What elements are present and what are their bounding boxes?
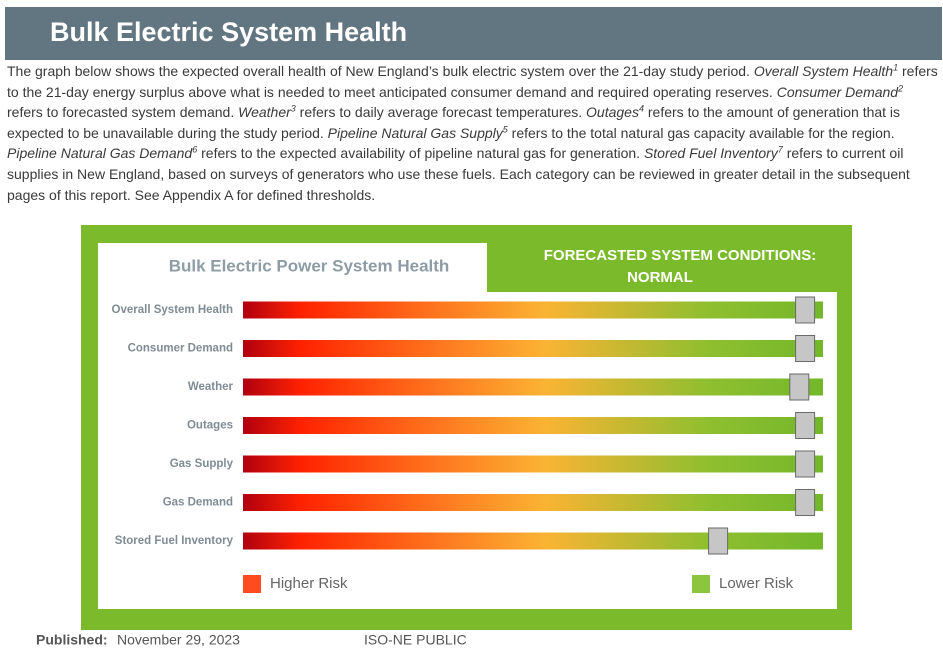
published-date: November 29, 2023: [117, 632, 240, 648]
header-title: Bulk Electric System Health: [50, 17, 407, 47]
intro-paragraph: The graph below shows the expected overa…: [7, 61, 939, 205]
risk-track: [243, 455, 823, 473]
row-label: Outages: [187, 420, 233, 432]
term: Pipeline Natural Gas Demand: [7, 145, 193, 162]
risk-track: [243, 532, 823, 550]
text-run: refers to forecasted system demand.: [7, 104, 239, 121]
text-run: refers to the expected availability of p…: [197, 145, 644, 162]
footnote-ref: 2: [898, 82, 904, 93]
term: Pipeline Natural Gas Supply: [327, 124, 503, 141]
marker: [795, 450, 816, 478]
risk-track: [243, 494, 823, 511]
marker: [795, 296, 816, 324]
row-label: Weather: [188, 381, 234, 393]
chart-title: Bulk Electric Power System Health: [169, 256, 450, 275]
footnote-ref: 4: [638, 103, 644, 114]
chart-panel: [98, 292, 837, 609]
text-run: refers to the 21-day energy surplus abov…: [7, 63, 938, 100]
footnote-ref: 5: [502, 124, 508, 135]
risk-track: [243, 301, 823, 319]
published-label: Published:: [36, 632, 108, 648]
header-bar: [5, 7, 942, 60]
marker: [789, 373, 810, 401]
row-label: Stored Fuel Inventory: [115, 535, 234, 547]
legend-swatch: [692, 575, 710, 593]
marker: [795, 412, 816, 439]
risk-track: [243, 417, 823, 434]
row-label: Gas Demand: [163, 497, 233, 509]
text-run: refers to current oil supplies in New En…: [7, 145, 910, 203]
classification: ISO-NE PUBLIC: [364, 632, 467, 648]
text-run: The graph below shows the expected overa…: [7, 63, 754, 79]
footnote-ref: 1: [893, 62, 899, 73]
marker: [708, 527, 729, 555]
footnote-ref: 6: [192, 144, 198, 155]
marker: [795, 489, 816, 516]
term: Stored Fuel Inventory: [643, 145, 778, 162]
text-run: refers to daily average forecast tempera…: [295, 104, 587, 121]
marker: [795, 335, 816, 362]
legend-label: Higher Risk: [270, 575, 348, 592]
legend-swatch: [243, 575, 261, 593]
footnote-ref: 7: [777, 144, 783, 155]
term: Consumer Demand: [776, 83, 899, 100]
row-label: Consumer Demand: [128, 343, 233, 355]
footnote-ref: 3: [290, 103, 296, 114]
risk-track: [243, 378, 823, 396]
term: Outages: [586, 104, 639, 121]
legend-label: Lower Risk: [719, 575, 794, 592]
chart-tab: [98, 243, 487, 293]
status-label: FORECASTED SYSTEM CONDITIONS:: [544, 247, 817, 264]
term: Weather: [238, 104, 291, 121]
term: Overall System Health: [753, 63, 894, 79]
row-label: Overall System Health: [112, 304, 233, 316]
text-run: refers to the amount of generation that …: [7, 104, 901, 141]
row-label: Gas Supply: [170, 458, 234, 470]
status: NORMAL: [627, 269, 693, 286]
risk-track: [243, 340, 823, 357]
text-run: refers to the total natural gas capacity…: [507, 124, 895, 141]
